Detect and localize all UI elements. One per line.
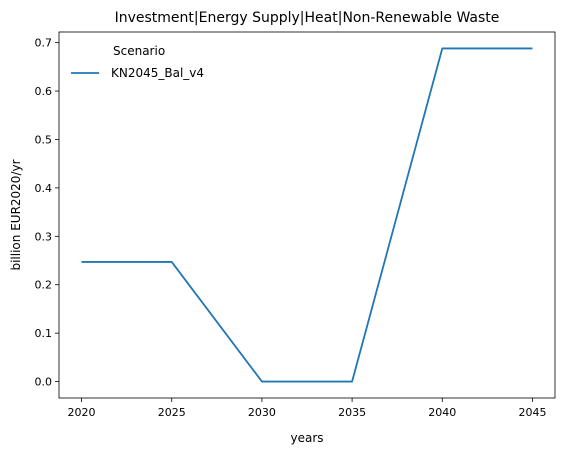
y-axis-label: billion EUR2020/yr — [9, 159, 23, 270]
legend: Scenario KN2045_Bal_v4 — [71, 44, 204, 80]
x-tick-label: 2035 — [338, 406, 366, 419]
x-tick-label: 2030 — [248, 406, 276, 419]
series-layer — [81, 47, 533, 383]
y-tick-label: 0.3 — [35, 230, 53, 243]
y-tick-label: 0.6 — [35, 85, 53, 98]
legend-title: Scenario — [113, 44, 165, 58]
x-tick-label: 2045 — [518, 406, 546, 419]
y-tick-label: 0.5 — [35, 133, 53, 146]
series-line — [81, 47, 533, 383]
x-tick-label: 2020 — [68, 406, 96, 419]
y-tick-label: 0.0 — [35, 376, 53, 389]
y-tick-label: 0.4 — [35, 182, 53, 195]
chart-title: Investment|Energy Supply|Heat|Non-Renewa… — [115, 10, 500, 26]
y-tick-label: 0.1 — [35, 327, 53, 340]
x-tick-label: 2025 — [158, 406, 186, 419]
y-tick-label: 0.2 — [35, 279, 53, 292]
plot-area — [58, 31, 556, 399]
x-axis-ticks: 2020 2025 2030 2035 2040 2045 — [68, 398, 546, 419]
y-tick-label: 0.7 — [35, 37, 53, 50]
x-tick-label: 2040 — [428, 406, 456, 419]
y-axis-ticks: 0.0 0.1 0.2 0.3 0.4 0.5 0.6 0.7 — [35, 37, 59, 389]
legend-entry-label: KN2045_Bal_v4 — [111, 66, 204, 80]
x-axis-label: years — [290, 431, 323, 445]
